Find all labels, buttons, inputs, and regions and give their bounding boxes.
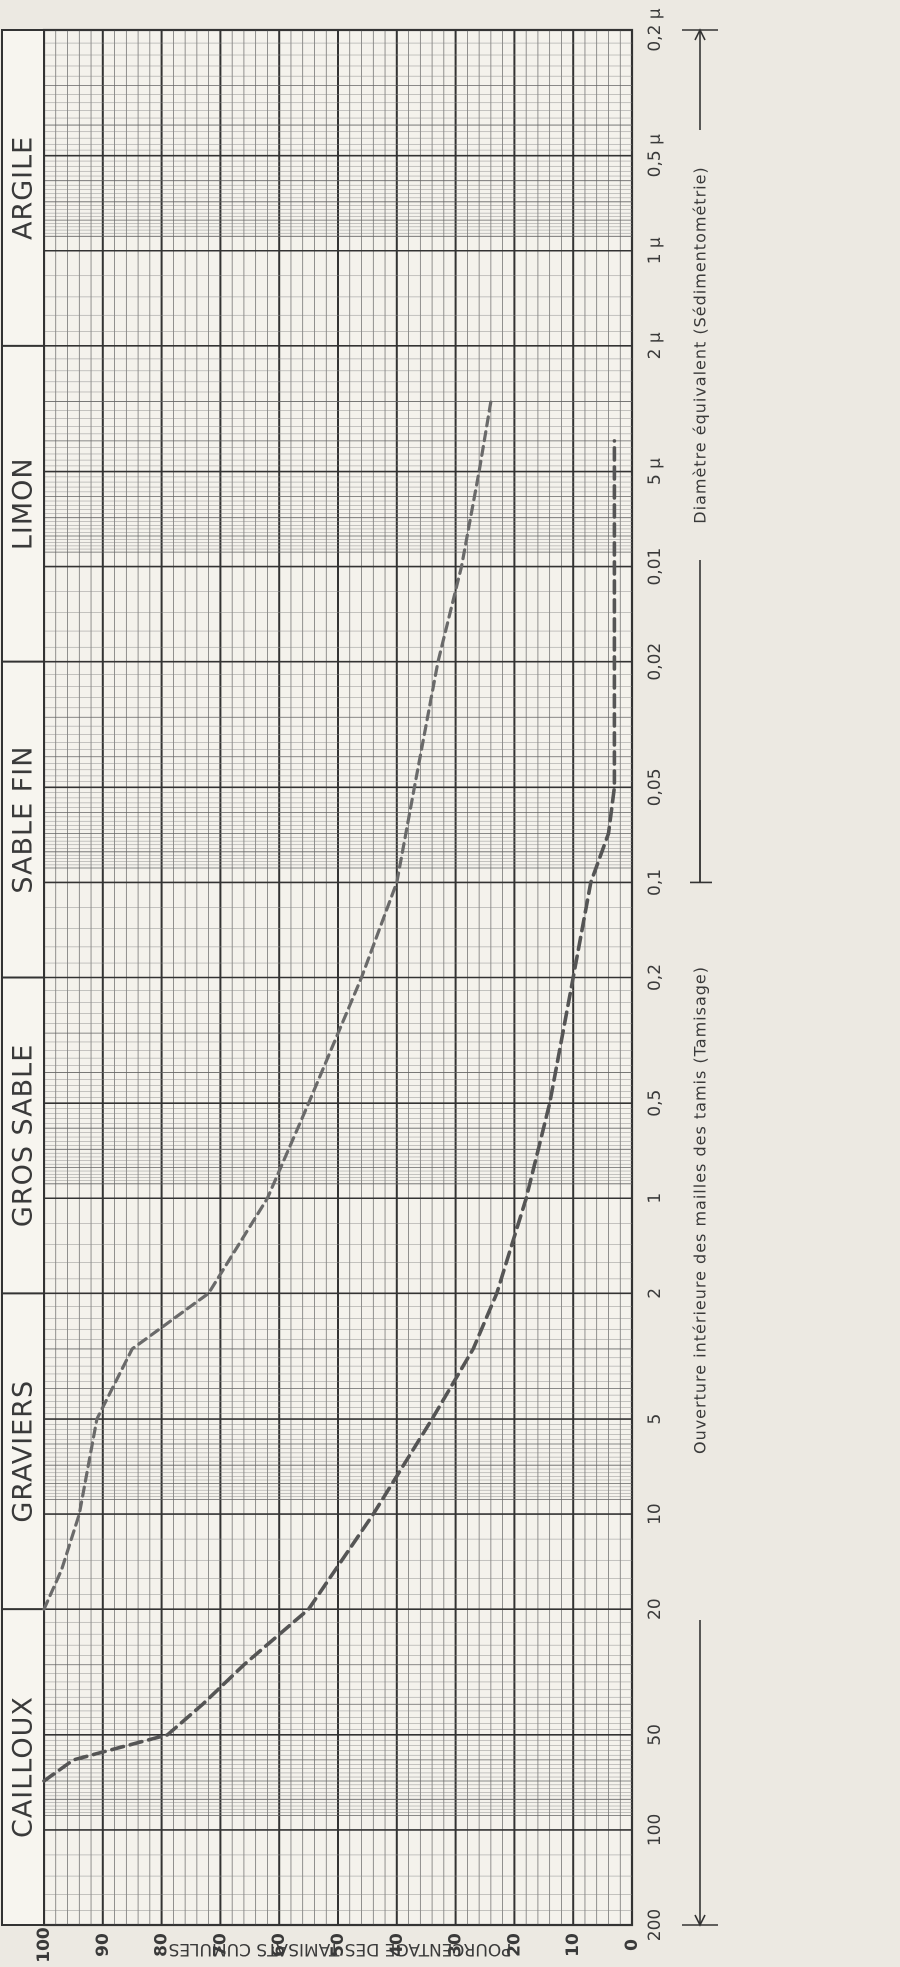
diameter-tick-label: 0,2 [645, 964, 665, 991]
arrow-down-icon [694, 1914, 706, 1927]
soil-class-label: SABLE FIN [8, 746, 39, 894]
percentage-tick-label: 40 [387, 1933, 407, 1957]
arrow-up-icon [694, 28, 706, 41]
percentage-tick-label: 0 [622, 1939, 642, 1951]
diameter-tick-label: 0,1 [645, 869, 665, 896]
diameter-tick-label: 2 [645, 1288, 665, 1299]
percentage-tick-labels: 100 90 80 70 60 50 40 30 20 10 0 [34, 1927, 642, 1963]
diameter-tick-label: 200 [645, 1909, 665, 1941]
diameter-tick-label: 0,5 μ [645, 134, 665, 177]
diameter-tick-label: 10 [645, 1503, 665, 1525]
series-line [42, 439, 617, 1783]
series-line [42, 399, 493, 1611]
diameter-tick-label: 20 [645, 1598, 665, 1620]
diameter-tick-label: 0,02 [645, 643, 665, 681]
diameter-axis-brackets [682, 28, 718, 1927]
percentage-tick-label: 30 [446, 1933, 466, 1957]
diameter-tick-label: 0,5 [645, 1090, 665, 1117]
percentage-tick-label: 80 [152, 1933, 172, 1957]
diameter-tick-labels: 200 100 50 20 10 5 2 1 0,5 0,2 0,1 0,05 0,02 0,01 5 μ 2… [645, 8, 665, 1941]
percentage-tick-label: 90 [93, 1933, 113, 1957]
percentage-tick-label: 60 [269, 1933, 289, 1957]
diameter-tick-label: 0,2 μ [645, 8, 665, 51]
diameter-tick-label: 0,01 [645, 548, 665, 586]
sieve-axis-title: Ouverture intérieure des mailles des tam… [691, 966, 710, 1454]
soil-class-label: GROS SABLE [8, 1044, 39, 1227]
diameter-tick-label: 1 [645, 1193, 665, 1204]
diameter-tick-label: 0,05 [645, 768, 665, 806]
percentage-tick-label: 100 [34, 1927, 54, 1963]
percentage-tick-label: 10 [563, 1933, 583, 1957]
soil-class-label: LIMON [8, 457, 39, 550]
diameter-tick-label: 5 [645, 1414, 665, 1425]
percentage-axis-title: POURCENTAGE DES TAMISATS CUMULES [169, 1939, 512, 1959]
diameter-tick-label: 1 μ [645, 237, 665, 264]
sedimentation-axis-title: Diamètre équivalent (Sédimentométrie) [691, 166, 710, 523]
diameter-tick-label: 100 [645, 1814, 665, 1846]
soil-class-label: GRAVIERS [8, 1380, 39, 1523]
percentage-tick-label: 70 [210, 1933, 230, 1957]
soil-class-band: CAILLOUX GRAVIERS GROS SABLE SABLE FIN LIMON… [1, 29, 45, 1926]
grid [42, 28, 634, 1927]
soil-class-label: ARGILE [8, 136, 39, 240]
diameter-tick-label: 50 [645, 1724, 665, 1746]
soil-class-label: CAILLOUX [8, 1696, 39, 1838]
diameter-tick-label: 5 μ [645, 458, 665, 485]
percentage-tick-label: 20 [504, 1933, 524, 1957]
percentage-tick-label: 50 [328, 1933, 348, 1957]
diameter-tick-label: 2 μ [645, 332, 665, 359]
